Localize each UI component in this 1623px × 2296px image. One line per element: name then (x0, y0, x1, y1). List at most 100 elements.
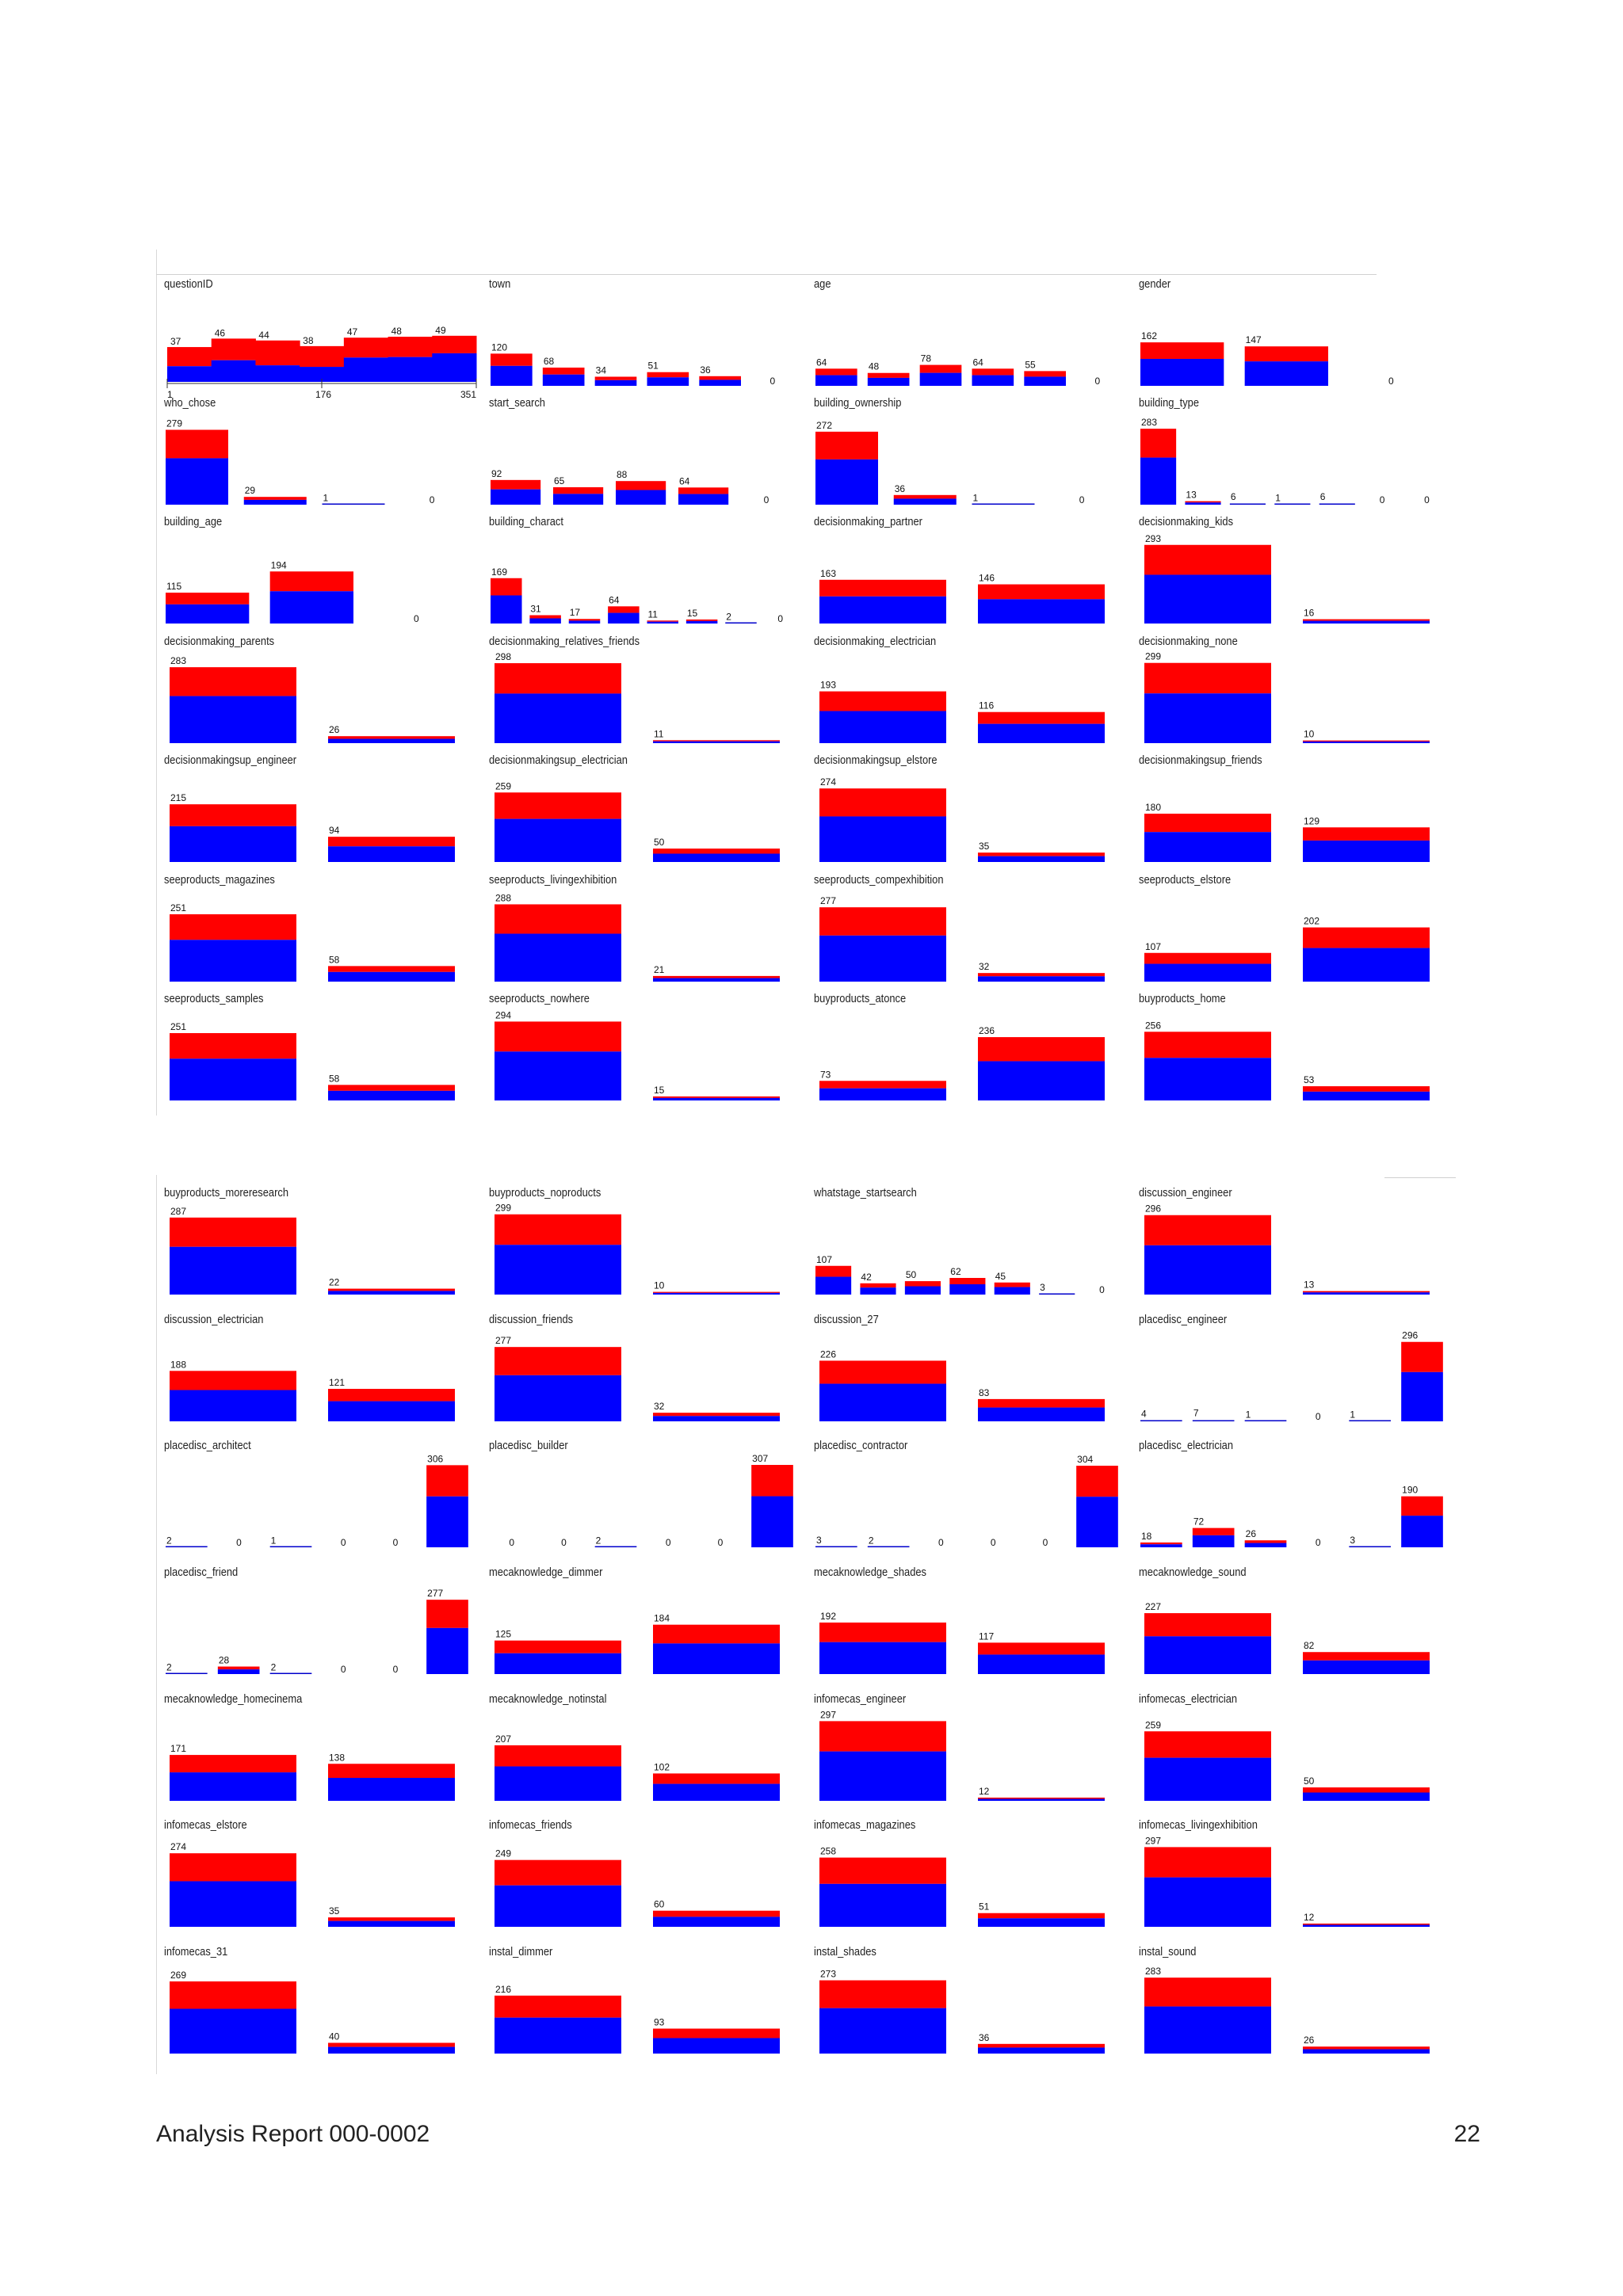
chart-title: mecaknowledge_dimmer (489, 1566, 603, 1579)
bar-top (170, 1217, 296, 1247)
bar-value-label: 0 (1099, 1284, 1105, 1295)
bar-top (653, 975, 780, 978)
bar-top (867, 372, 910, 378)
chart-svg: 163 146 (819, 568, 1105, 624)
axis-tick-label: 1 (167, 389, 173, 400)
bar-bottom (608, 612, 640, 624)
bar-value-label: 34 (596, 364, 607, 376)
bar-top (300, 345, 345, 368)
chart-svg: 299 10 (495, 1203, 780, 1295)
bar-bottom (647, 377, 689, 386)
bar-top (170, 1032, 296, 1059)
bar-top (815, 1546, 857, 1547)
bar-bottom (1192, 1535, 1235, 1547)
chart-mecaknowledge-dimmer: mecaknowledge_dimmer 125 184 (481, 1566, 806, 1684)
bar-top (166, 593, 250, 605)
chart-title: building_ownership (814, 396, 902, 410)
chart-svg: 226 83 (819, 1348, 1105, 1421)
chart-title: decisionmakingsup_friends (1139, 753, 1262, 767)
bar-bottom (819, 1088, 946, 1100)
bar-value-label: 26 (329, 724, 340, 735)
bar-top (972, 503, 1035, 505)
bar-bottom (893, 498, 957, 505)
bar-value-label: 26 (1246, 1528, 1257, 1539)
bar-value-label: 68 (544, 356, 555, 367)
bar-top (819, 1980, 946, 2008)
bar-value-label: 93 (654, 2017, 665, 2028)
bar-bottom (699, 379, 741, 386)
bar-bottom (1144, 693, 1271, 743)
bar-bottom (166, 604, 250, 624)
bar-bottom (243, 499, 307, 505)
chart-decisionmakingsup-friends: decisionmakingsup_friends 180 129 (1131, 753, 1456, 872)
chart-title: infomecas_friends (489, 1818, 572, 1832)
chart-gender: gender 162 147 0 (1131, 277, 1456, 396)
chart-svg: 251 58 (170, 1021, 455, 1100)
bar-top (819, 1360, 946, 1384)
bar-bottom (495, 818, 621, 862)
bar-bottom (653, 741, 780, 743)
bar-value-label: 216 (495, 1984, 511, 1995)
bar-value-label: 10 (654, 1280, 665, 1291)
bar-top (1274, 503, 1311, 505)
bar-value-label: 58 (329, 1073, 340, 1084)
bar-bottom (978, 1654, 1105, 1674)
bar-top (699, 376, 741, 380)
bar-value-label: 0 (509, 1537, 514, 1548)
bar-top (328, 736, 455, 739)
bar-value-label: 0 (1043, 1537, 1048, 1548)
bar-value-label: 0 (1424, 494, 1430, 505)
bar-value-label: 1 (1275, 493, 1281, 504)
chart-svg: 120 68 34 51 36 0 (491, 341, 776, 387)
bar-bottom (1303, 2049, 1430, 2054)
bar-value-label: 1 (271, 1535, 277, 1547)
bar-top (1303, 619, 1430, 621)
bar-value-label: 1 (973, 493, 979, 504)
bar-value-label: 287 (170, 1206, 186, 1217)
bar-bottom (978, 1061, 1105, 1100)
bar-value-label: 273 (820, 1969, 836, 1980)
bar-value-label: 298 (495, 651, 511, 662)
bar-top (170, 1371, 296, 1390)
bar-value-label: 102 (654, 1761, 670, 1772)
bar-value-label: 188 (170, 1359, 186, 1370)
bar-value-label: 22 (329, 1277, 340, 1288)
bar-value-label: 226 (820, 1348, 836, 1360)
chart-svg: 294 15 (495, 1009, 780, 1100)
bar-top (1319, 503, 1355, 505)
chart-svg: 2 28 2 0 0 277 (166, 1588, 468, 1675)
bar-value-label: 50 (654, 837, 665, 848)
chart-decisionmakingsup-engineer: decisionmakingsup_engineer 215 94 (156, 753, 481, 872)
chart-svg: 297 12 (819, 1709, 1105, 1801)
bar-top (269, 1672, 312, 1674)
bar-top (978, 852, 1105, 856)
chart-title: infomecas_31 (164, 1945, 228, 1958)
bar-top (819, 1721, 946, 1752)
chart-svg: 269 40 (170, 1970, 455, 2054)
chart-placedisc-architect: placedisc_architect 2 0 1 0 0 306 (156, 1439, 481, 1558)
bar-bottom (300, 367, 345, 382)
bar-top (542, 367, 585, 375)
panel-border (156, 250, 157, 1116)
bar-bottom (495, 1245, 621, 1295)
bar-value-label: 0 (666, 1537, 671, 1548)
chart-svg: 273 36 (819, 1969, 1105, 2054)
chart-decisionmaking-partner: decisionmaking_partner 163 146 (806, 515, 1131, 634)
chart-discussion-electrician: discussion_electrician 188 121 (156, 1313, 481, 1432)
chart-title: buyproducts_moreresearch (164, 1186, 289, 1199)
bar-bottom (616, 490, 666, 505)
bar-top (819, 691, 946, 711)
bar-value-label: 17 (570, 607, 581, 618)
bar-bottom (328, 1778, 455, 1801)
bar-top (678, 487, 729, 494)
bar-value-label: 274 (170, 1841, 186, 1852)
bar-value-label: 299 (495, 1203, 511, 1214)
bar-value-label: 227 (1145, 1601, 1161, 1612)
bar-bottom (653, 2038, 780, 2054)
bar-value-label: 115 (166, 581, 181, 592)
axis-tick-label: 176 (315, 389, 331, 400)
bar-bottom (343, 357, 389, 382)
bar-value-label: 121 (329, 1377, 345, 1388)
bar-value-label: 2 (869, 1535, 874, 1546)
bar-top (217, 1666, 260, 1670)
